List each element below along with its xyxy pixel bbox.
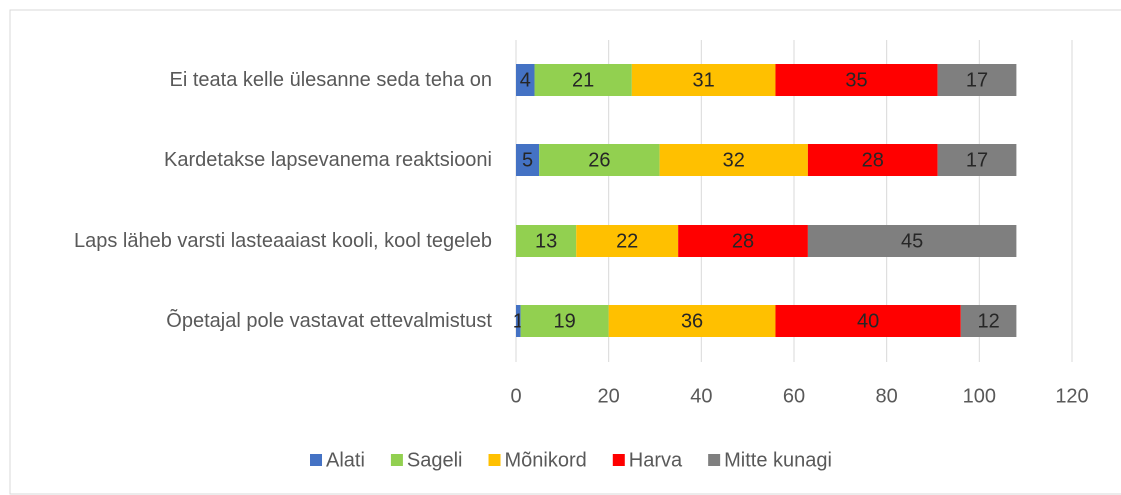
category-label-box: Ei teata kelle ülesanne seda teha on	[10, 50, 492, 110]
legend-swatch	[708, 454, 721, 466]
data-label: 40	[857, 310, 879, 332]
x-tick-label: 60	[783, 385, 805, 407]
data-label: 12	[977, 310, 999, 332]
legend-swatch	[310, 454, 323, 466]
y-tick-label: Laps läheb varsti lasteaaiast kooli, koo…	[73, 230, 492, 252]
data-label: 32	[723, 149, 745, 171]
bar-segment	[807, 225, 1017, 257]
bar-segment	[534, 64, 632, 96]
bar-segment	[631, 64, 776, 96]
category-label-box: Laps läheb varsti lasteaaiast kooli, koo…	[10, 211, 492, 271]
x-tick-label: 40	[690, 385, 712, 407]
data-label: 28	[862, 149, 884, 171]
y-tick-label: Ei teata kelle ülesanne seda teha on	[169, 69, 492, 91]
bar-segment	[937, 64, 1017, 96]
data-label: 22	[616, 230, 638, 252]
legend-swatch	[390, 454, 403, 466]
data-label: 13	[535, 230, 557, 252]
data-label: 26	[588, 149, 610, 171]
bar-segment	[539, 144, 660, 176]
bar-segment	[937, 144, 1017, 176]
legend-label: Harva	[629, 449, 683, 471]
x-tick-label: 20	[598, 385, 620, 407]
data-label: 5	[522, 149, 533, 171]
data-label: 35	[845, 69, 867, 91]
y-tick-label: Õpetajal pole vastavat ettevalmistust	[166, 310, 492, 332]
x-tick-label: 80	[876, 385, 898, 407]
bar-segment	[576, 225, 679, 257]
bar-segment	[516, 144, 540, 176]
bar-segment	[516, 305, 521, 337]
legend-swatch	[612, 454, 625, 466]
data-label: 36	[681, 310, 703, 332]
data-label: 21	[572, 69, 594, 91]
legend-swatch	[488, 454, 501, 466]
x-tick-label: 100	[963, 385, 996, 407]
legend-label: Alati	[326, 449, 365, 471]
legend-label: Mitte kunagi	[724, 449, 832, 471]
legend-label: Sageli	[407, 449, 463, 471]
bar-segment	[960, 305, 1017, 337]
data-label: 4	[520, 69, 531, 91]
bar-segment	[520, 305, 609, 337]
data-label: 19	[554, 310, 576, 332]
y-tick-label: Kardetakse lapsevanema reaktsiooni	[164, 149, 492, 171]
bar-segment	[516, 64, 535, 96]
bar-segment	[659, 144, 808, 176]
bar-segment	[608, 305, 776, 337]
x-tick-label: 120	[1055, 385, 1088, 407]
data-label: 17	[966, 69, 988, 91]
data-label: 45	[901, 230, 923, 252]
data-label: 31	[693, 69, 715, 91]
legend-label: Mõnikord	[505, 449, 587, 471]
bar-segment	[775, 64, 938, 96]
bar-segment	[807, 144, 938, 176]
data-label: 1	[513, 310, 524, 332]
category-label-box: Kardetakse lapsevanema reaktsiooni	[10, 130, 492, 190]
bar-segment	[678, 225, 808, 257]
category-label-box: Õpetajal pole vastavat ettevalmistust	[10, 291, 492, 351]
x-tick-label: 0	[510, 385, 521, 407]
data-label: 28	[732, 230, 754, 252]
data-label: 17	[966, 149, 988, 171]
bar-segment	[516, 225, 577, 257]
bar-segment	[775, 305, 961, 337]
